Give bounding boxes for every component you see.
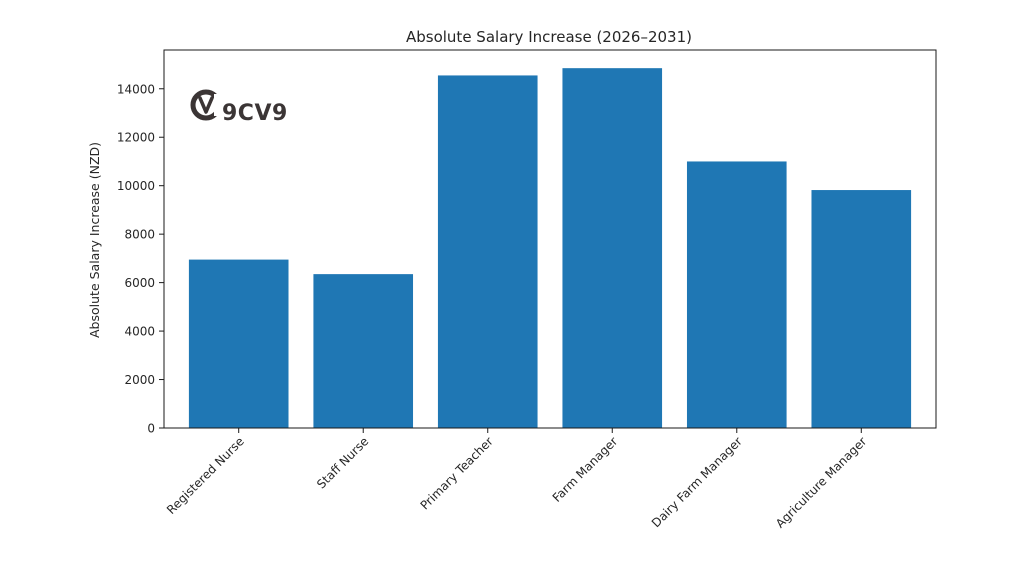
y-axis-label: Absolute Salary Increase (NZD) bbox=[87, 142, 102, 338]
bar-staff-nurse bbox=[313, 274, 414, 428]
x-tick-label: Registered Nurse bbox=[164, 434, 247, 517]
x-axis-ticks: Registered Nurse Staff Nurse Primary Teach… bbox=[164, 428, 869, 531]
bar-farm-manager bbox=[562, 68, 663, 429]
y-tick-label: 2000 bbox=[124, 373, 155, 387]
y-tick-label: 12000 bbox=[117, 131, 155, 145]
y-tick-label: 4000 bbox=[124, 325, 155, 339]
y-tick-label: 8000 bbox=[124, 228, 155, 242]
y-tick-label: 0 bbox=[147, 422, 155, 436]
bar-registered-nurse bbox=[188, 259, 289, 428]
bars-group bbox=[188, 68, 912, 429]
watermark-logo: 9CV9 bbox=[190, 89, 288, 126]
y-tick-label: 10000 bbox=[117, 179, 155, 193]
y-axis-ticks: 0 2000 4000 6000 8000 10000 12000 14000 bbox=[117, 82, 164, 436]
x-tick-label: Farm Manager bbox=[550, 434, 621, 505]
watermark-text: 9CV9 bbox=[222, 101, 288, 126]
y-tick-label: 14000 bbox=[117, 82, 155, 96]
x-tick-label: Primary Teacher bbox=[418, 434, 496, 512]
x-tick-label: Agriculture Manager bbox=[773, 434, 870, 531]
plot-frame bbox=[163, 49, 937, 429]
bar-agriculture-manager bbox=[811, 190, 912, 428]
x-tick-label: Staff Nurse bbox=[314, 434, 371, 491]
x-tick-label: Dairy Farm Manager bbox=[649, 434, 745, 530]
bar-primary-teacher bbox=[437, 75, 538, 428]
9cv9-logo-icon bbox=[190, 89, 224, 121]
chart-title: Absolute Salary Increase (2026–2031) bbox=[406, 28, 692, 46]
bar-dairy-farm-manager bbox=[686, 161, 787, 428]
y-tick-label: 6000 bbox=[124, 276, 155, 290]
